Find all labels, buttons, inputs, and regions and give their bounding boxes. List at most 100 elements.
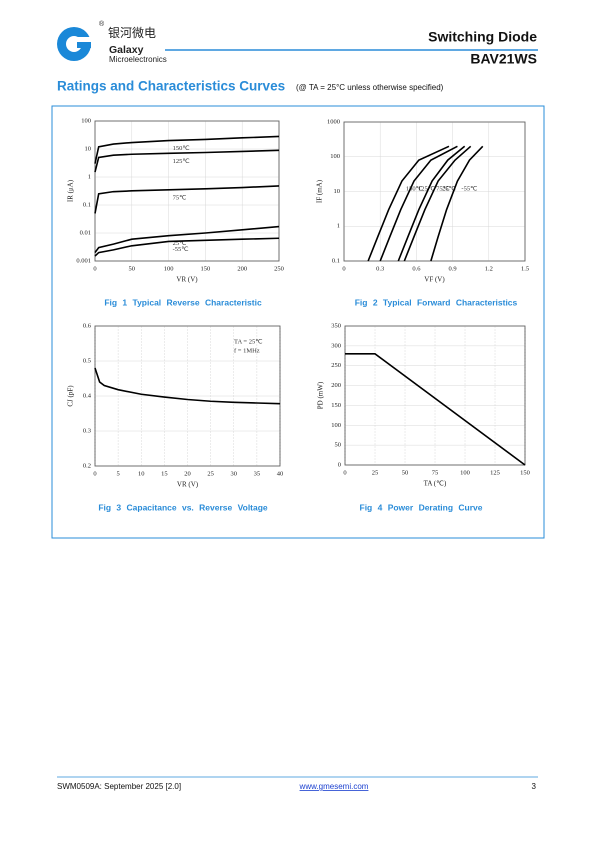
- y-tick-label: 10: [334, 188, 341, 195]
- logo-cut: [74, 37, 94, 45]
- x-tick-label: 150: [201, 265, 211, 272]
- data-line: [397, 145, 466, 262]
- series-label: 125℃: [173, 158, 191, 165]
- x-axis-label: TA (℃): [424, 480, 447, 488]
- logo-sub: Microelectronics: [109, 55, 167, 64]
- y-tick-label: 0.5: [83, 357, 91, 364]
- y-tick-label: 0.4: [83, 392, 92, 399]
- plot-border: [344, 325, 526, 466]
- chart: 0 50 100 150 200 250 100 10 1 0.1 0.01 0.001 VR (V) I…: [67, 117, 284, 307]
- y-axis-label: IR (μA): [67, 179, 75, 202]
- section-condition: (@ TA = 25°C unless otherwise specified): [296, 83, 444, 92]
- y-tick-label: 200: [331, 382, 341, 389]
- y-tick-label: 50: [335, 442, 342, 449]
- y-tick-label: 0.01: [80, 229, 91, 236]
- part-number: BAV21WS: [470, 51, 537, 67]
- data-line: [379, 145, 458, 262]
- x-tick-label: 0.6: [412, 265, 421, 272]
- y-axis-label: CJ (pF): [67, 385, 75, 407]
- y-tick-label: 350: [331, 322, 341, 329]
- y-tick-label: 250: [331, 362, 341, 369]
- plot-border: [94, 120, 280, 262]
- x-tick-label: 35: [254, 470, 261, 477]
- data-line: [94, 367, 281, 405]
- x-tick-label: 15: [161, 470, 168, 477]
- x-axis-label: VR (V): [177, 481, 199, 489]
- series-label: 25℃: [173, 240, 188, 247]
- x-tick-label: 40: [277, 470, 284, 477]
- plot-border: [94, 325, 281, 467]
- annotation: TA = 25℃: [234, 338, 263, 345]
- data-line: [94, 225, 280, 254]
- logo-cn: 银河微电: [108, 26, 156, 40]
- series-label: 150℃: [406, 186, 424, 193]
- x-tick-label: 0.3: [376, 265, 384, 272]
- series-label: 150℃: [173, 145, 191, 152]
- x-tick-label: 1.5: [521, 265, 529, 272]
- x-tick-label: 0: [343, 469, 346, 476]
- series-label: 75℃: [436, 186, 451, 193]
- y-tick-label: 100: [81, 117, 91, 124]
- x-tick-label: 200: [237, 265, 247, 272]
- x-tick-label: 25: [207, 470, 214, 477]
- figure-caption: Fig 3 Capacitance vs. Reverse Voltage: [98, 502, 268, 512]
- footer-url[interactable]: www.gmesemi.com: [299, 782, 369, 791]
- x-tick-label: 20: [184, 470, 191, 477]
- figure-caption: Fig 2 Typical Forward Characteristics: [355, 297, 518, 307]
- series-label: -55℃: [461, 186, 478, 193]
- data-line: [367, 145, 450, 262]
- doc-title: Switching Diode: [428, 29, 537, 45]
- y-tick-label: 150: [331, 402, 341, 409]
- x-tick-label: 1.2: [485, 265, 493, 272]
- data-line: [94, 135, 280, 164]
- x-tick-label: 100: [164, 265, 174, 272]
- data-line: [403, 145, 472, 262]
- y-tick-label: 100: [330, 153, 340, 160]
- x-tick-label: 0: [93, 470, 96, 477]
- x-tick-label: 0.9: [449, 265, 457, 272]
- y-tick-label: 0.2: [83, 462, 91, 469]
- y-tick-label: 10: [85, 145, 92, 152]
- section-title: Ratings and Characteristics Curves: [57, 79, 285, 94]
- x-tick-label: 100: [460, 469, 470, 476]
- x-tick-label: 0: [93, 265, 96, 272]
- x-tick-label: 250: [274, 265, 284, 272]
- x-tick-label: 25: [372, 469, 379, 476]
- x-tick-label: 150: [520, 469, 530, 476]
- y-tick-label: 1: [88, 173, 91, 180]
- y-tick-label: 1: [337, 223, 340, 230]
- data-line: [94, 185, 280, 214]
- plot-border: [343, 121, 526, 262]
- x-tick-label: 50: [129, 265, 136, 272]
- y-tick-label: 0.1: [332, 257, 340, 264]
- data-line: [345, 353, 526, 466]
- y-tick-label: 0: [338, 461, 341, 468]
- x-tick-label: 0: [342, 265, 345, 272]
- logo: [57, 27, 94, 61]
- y-tick-label: 300: [331, 342, 341, 349]
- y-tick-label: 0.6: [83, 322, 92, 329]
- y-tick-label: 0.1: [83, 201, 91, 208]
- annotation: f = 1MHz: [234, 347, 260, 354]
- data-line: [94, 237, 280, 257]
- x-tick-label: 5: [117, 470, 120, 477]
- y-axis-label: PD (mW): [317, 381, 325, 409]
- y-axis-label: IF (mA): [316, 179, 324, 203]
- series-label: -55℃: [173, 246, 190, 253]
- y-tick-label: 0.3: [83, 427, 91, 434]
- y-tick-label: 100: [331, 422, 341, 429]
- charts-frame: [51, 105, 545, 539]
- data-line: [94, 149, 280, 173]
- x-tick-label: 10: [138, 470, 145, 477]
- x-tick-label: 75: [432, 469, 439, 476]
- x-axis-label: VR (V): [176, 276, 198, 284]
- chart: 0 0.3 0.6 0.9 1.2 1.5 1000 100 10 1 0.1 VF (V) IF (m…: [316, 118, 529, 307]
- figure-caption: Fig 1 Typical Reverse Characteristic: [104, 297, 262, 307]
- logo-bar: [77, 42, 91, 48]
- series-label: 125℃: [418, 186, 436, 193]
- chart: 0 25 50 75 100 125 150 0 50 100 150 200 250 300 350 TA …: [317, 322, 530, 512]
- chart: 0 5 10 15 20 25 30 35 40 0.2 0.3 0.4 0.5 0.6 VR (V) CJ …: [67, 322, 284, 512]
